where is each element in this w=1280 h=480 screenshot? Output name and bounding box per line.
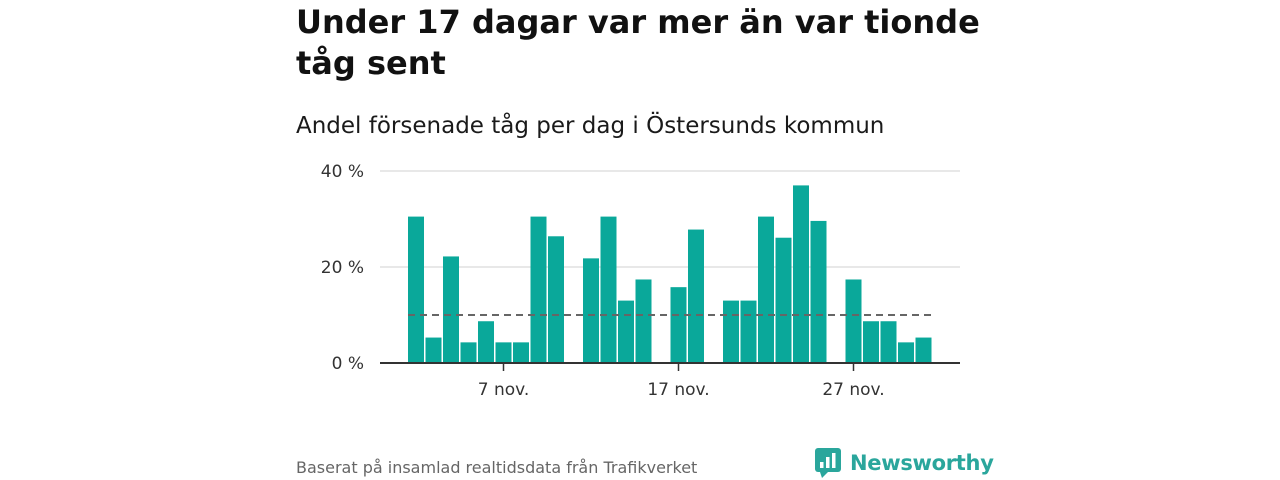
bar: [915, 337, 932, 363]
bar: [460, 342, 477, 363]
bar: [898, 342, 914, 363]
bar: [723, 300, 739, 363]
bar: [583, 258, 599, 363]
x-tick-label: 27 nov.: [822, 380, 884, 400]
bar: [758, 216, 774, 363]
source-note: Baserat på insamlad realtidsdata från Tr…: [296, 458, 698, 477]
axes: 0 % 20 % 40 % 7 nov. 17 nov. 27 nov.: [321, 162, 960, 400]
bar: [408, 216, 424, 363]
bars: [408, 185, 932, 363]
y-tick-label: 20 %: [321, 258, 364, 278]
x-tick-label: 7 nov.: [478, 380, 530, 400]
bar-chart: 0 % 20 % 40 % 7 nov. 17 nov. 27 nov.: [321, 162, 960, 400]
brand-name: Newsworthy: [850, 451, 994, 475]
chart-subtitle: Andel försenade tåg per dag i Östersunds…: [296, 113, 885, 139]
bar: [863, 321, 879, 363]
newsworthy-brand: Newsworthy: [814, 446, 994, 480]
bar: [810, 220, 827, 363]
bar: [688, 229, 704, 363]
grid-lines: [380, 170, 960, 268]
bar: [443, 256, 459, 363]
bar: [880, 321, 897, 363]
bar: [618, 300, 634, 363]
newsworthy-logo-icon: [815, 448, 841, 478]
bar: [530, 216, 547, 363]
x-tick-label: 17 nov.: [647, 380, 709, 400]
bar: [740, 300, 757, 363]
bar: [845, 279, 862, 363]
bar: [548, 236, 564, 363]
bar: [513, 342, 529, 363]
bar: [670, 287, 687, 363]
chart-title: Under 17 dagar var mer än var tionde tåg…: [296, 3, 980, 82]
bar: [478, 321, 494, 363]
bar: [635, 279, 652, 363]
bar: [495, 342, 512, 363]
y-tick-label: 40 %: [321, 162, 364, 182]
y-tick-label: 0 %: [332, 354, 364, 374]
bar: [425, 337, 442, 363]
bar: [793, 185, 809, 363]
bar: [600, 216, 617, 363]
bar: [775, 237, 792, 363]
